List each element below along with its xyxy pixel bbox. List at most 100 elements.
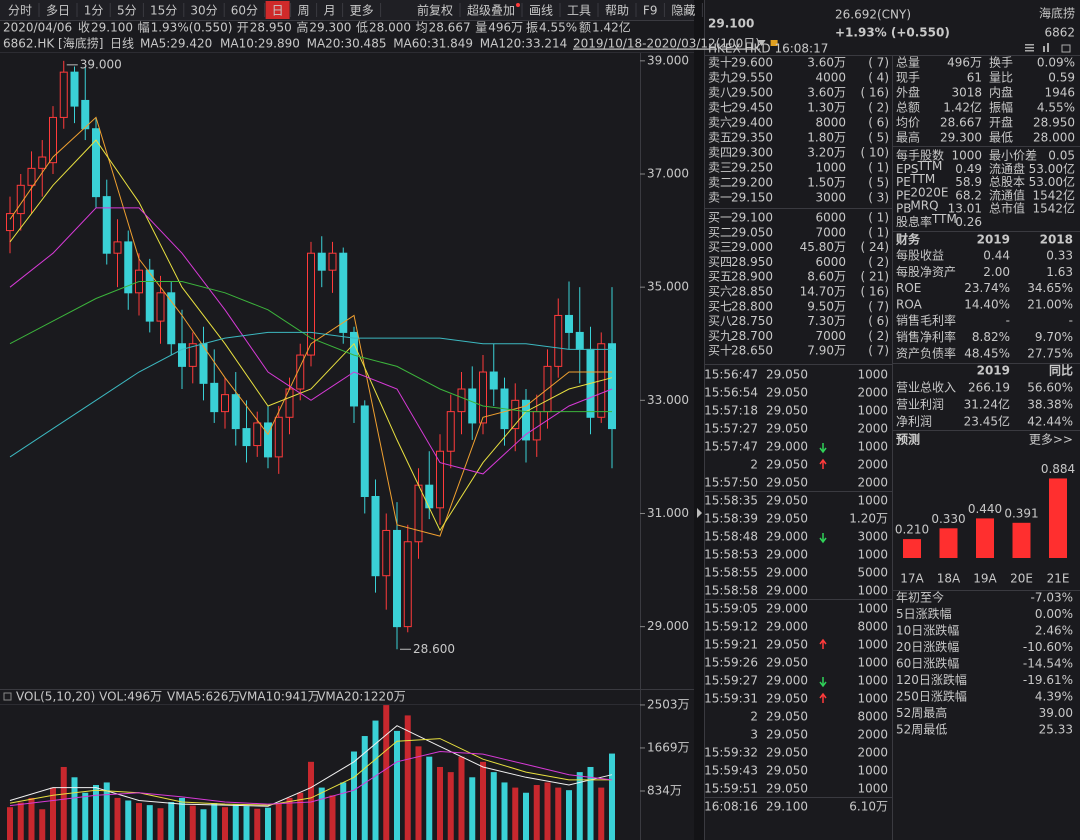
y-tick-label: 31.000: [647, 506, 689, 520]
trade-volume: 1000: [857, 692, 888, 706]
lock-icon[interactable]: [770, 40, 778, 46]
candle-body: [178, 343, 186, 367]
trade-time: 3: [750, 728, 758, 742]
stat-label: PB: [896, 202, 911, 216]
trade-time: 15:59:26: [704, 656, 758, 670]
info-value: 29.300: [309, 21, 351, 35]
volume-bar: [211, 803, 218, 840]
forecast-bar: [939, 528, 958, 558]
toolbar-button[interactable]: 前复权: [417, 3, 453, 18]
volume-bar: [555, 787, 562, 840]
book-price: 29.100: [731, 211, 773, 225]
range-dropdown[interactable]: [757, 40, 766, 46]
volume-bar: [179, 797, 185, 840]
book-count: ( 7): [868, 344, 889, 358]
perf-label: 20日涨跌幅: [896, 639, 959, 654]
volume-bar: [566, 790, 572, 840]
book-price: 28.800: [731, 299, 773, 313]
volume-bar: [318, 787, 325, 840]
trade-time: 15:58:48: [704, 530, 758, 544]
tab[interactable]: 多日: [46, 4, 70, 18]
candle-body: [403, 541, 412, 628]
toolbar-button[interactable]: 画线: [529, 4, 553, 18]
toolbar-button[interactable]: 帮助: [605, 4, 629, 18]
info-label: 额: [579, 21, 591, 35]
collapse-arrow[interactable]: [697, 508, 702, 518]
y-tick-label: 33.000: [647, 393, 689, 407]
stock-code: 6862: [1044, 26, 1075, 40]
tab[interactable]: 更多: [350, 4, 374, 18]
volume-bar: [222, 807, 228, 840]
candle-body: [124, 241, 133, 294]
legend-entry: MA60:31.849: [393, 37, 473, 51]
trade-arrow: [819, 458, 827, 469]
tab[interactable]: 5分: [117, 4, 137, 18]
toolbar-button[interactable]: 工具: [567, 4, 591, 18]
tab[interactable]: 30分: [190, 4, 217, 18]
icon[interactable]: [1025, 44, 1034, 46]
icon[interactable]: [1061, 44, 1071, 53]
stat-label: 换手: [989, 56, 1013, 70]
candle-body: [479, 371, 487, 424]
toolbar-button[interactable]: 超级叠加: [467, 3, 515, 18]
trade-time: 15:59:32: [704, 746, 758, 760]
volume-bar: [168, 802, 175, 840]
book-count: ( 6): [868, 314, 889, 328]
candle-body: [102, 196, 111, 254]
icon[interactable]: [1025, 47, 1034, 49]
candle-body: [522, 399, 530, 441]
book-level: 买二: [708, 225, 732, 239]
book-volume: 1.30万: [807, 101, 846, 115]
exchange-info: HKEX HKD 16:08:17: [708, 42, 828, 56]
tab[interactable]: 60分: [231, 4, 258, 18]
candle-body: [468, 388, 477, 424]
stat-value: 28.667: [940, 116, 982, 130]
volume-bar: [297, 792, 304, 840]
tab[interactable]: 1分: [84, 4, 104, 18]
icon[interactable]: [1047, 43, 1049, 52]
trade-volume: 5000: [857, 566, 888, 580]
book-level: 买五: [708, 270, 732, 284]
book-level: 卖十: [708, 56, 732, 70]
volume-bar: [308, 761, 314, 840]
perf-label: 10日涨跌幅: [896, 623, 959, 638]
book-price: 28.900: [731, 270, 773, 284]
tab[interactable]: 15分: [150, 4, 177, 18]
stat-label: 开盘: [989, 115, 1013, 130]
growth-yoy: 同比: [1049, 363, 1073, 378]
tab[interactable]: 周: [298, 4, 310, 18]
tab[interactable]: 分时: [8, 4, 32, 18]
trade-time: 15:58:55: [704, 566, 758, 580]
more-link[interactable]: 更多>>: [1029, 433, 1073, 447]
stat-value: 13.01: [948, 202, 982, 216]
tab[interactable]: 月: [324, 4, 336, 18]
trade-volume: 8000: [857, 710, 888, 724]
toolbar-button[interactable]: 隐藏: [671, 4, 695, 18]
info-label: 均: [416, 21, 428, 35]
trade-volume: 1000: [857, 548, 888, 562]
tab[interactable]: 日: [272, 4, 284, 18]
volume-bar: [114, 797, 121, 840]
candle-body: [511, 399, 520, 430]
splitter[interactable]: [694, 0, 704, 840]
info-label: 收: [78, 21, 90, 35]
trade-time: 2: [750, 458, 758, 472]
candle-body: [371, 496, 380, 577]
volume-bar: [480, 761, 486, 840]
stat-value: 1542亿: [1032, 187, 1075, 202]
stat-value: 0.05: [1048, 149, 1075, 163]
trade-time: 15:59:27: [704, 674, 758, 688]
finance-value: 2.00: [983, 265, 1010, 279]
toolbar-button[interactable]: F9: [643, 4, 658, 18]
y-tick-label: 1669万: [647, 740, 690, 754]
view-icons[interactable]: [1025, 43, 1071, 53]
forecast-value: 0.330: [931, 512, 965, 526]
volume-bar: [254, 808, 261, 840]
candle-body: [156, 292, 165, 322]
icon[interactable]: [1043, 46, 1045, 52]
info-value: 28.000: [369, 21, 411, 35]
book-level: 买六: [708, 285, 732, 299]
perf-value: -14.54%: [1023, 657, 1073, 671]
trade-volume: 1000: [857, 764, 888, 778]
icon[interactable]: [1025, 50, 1034, 52]
